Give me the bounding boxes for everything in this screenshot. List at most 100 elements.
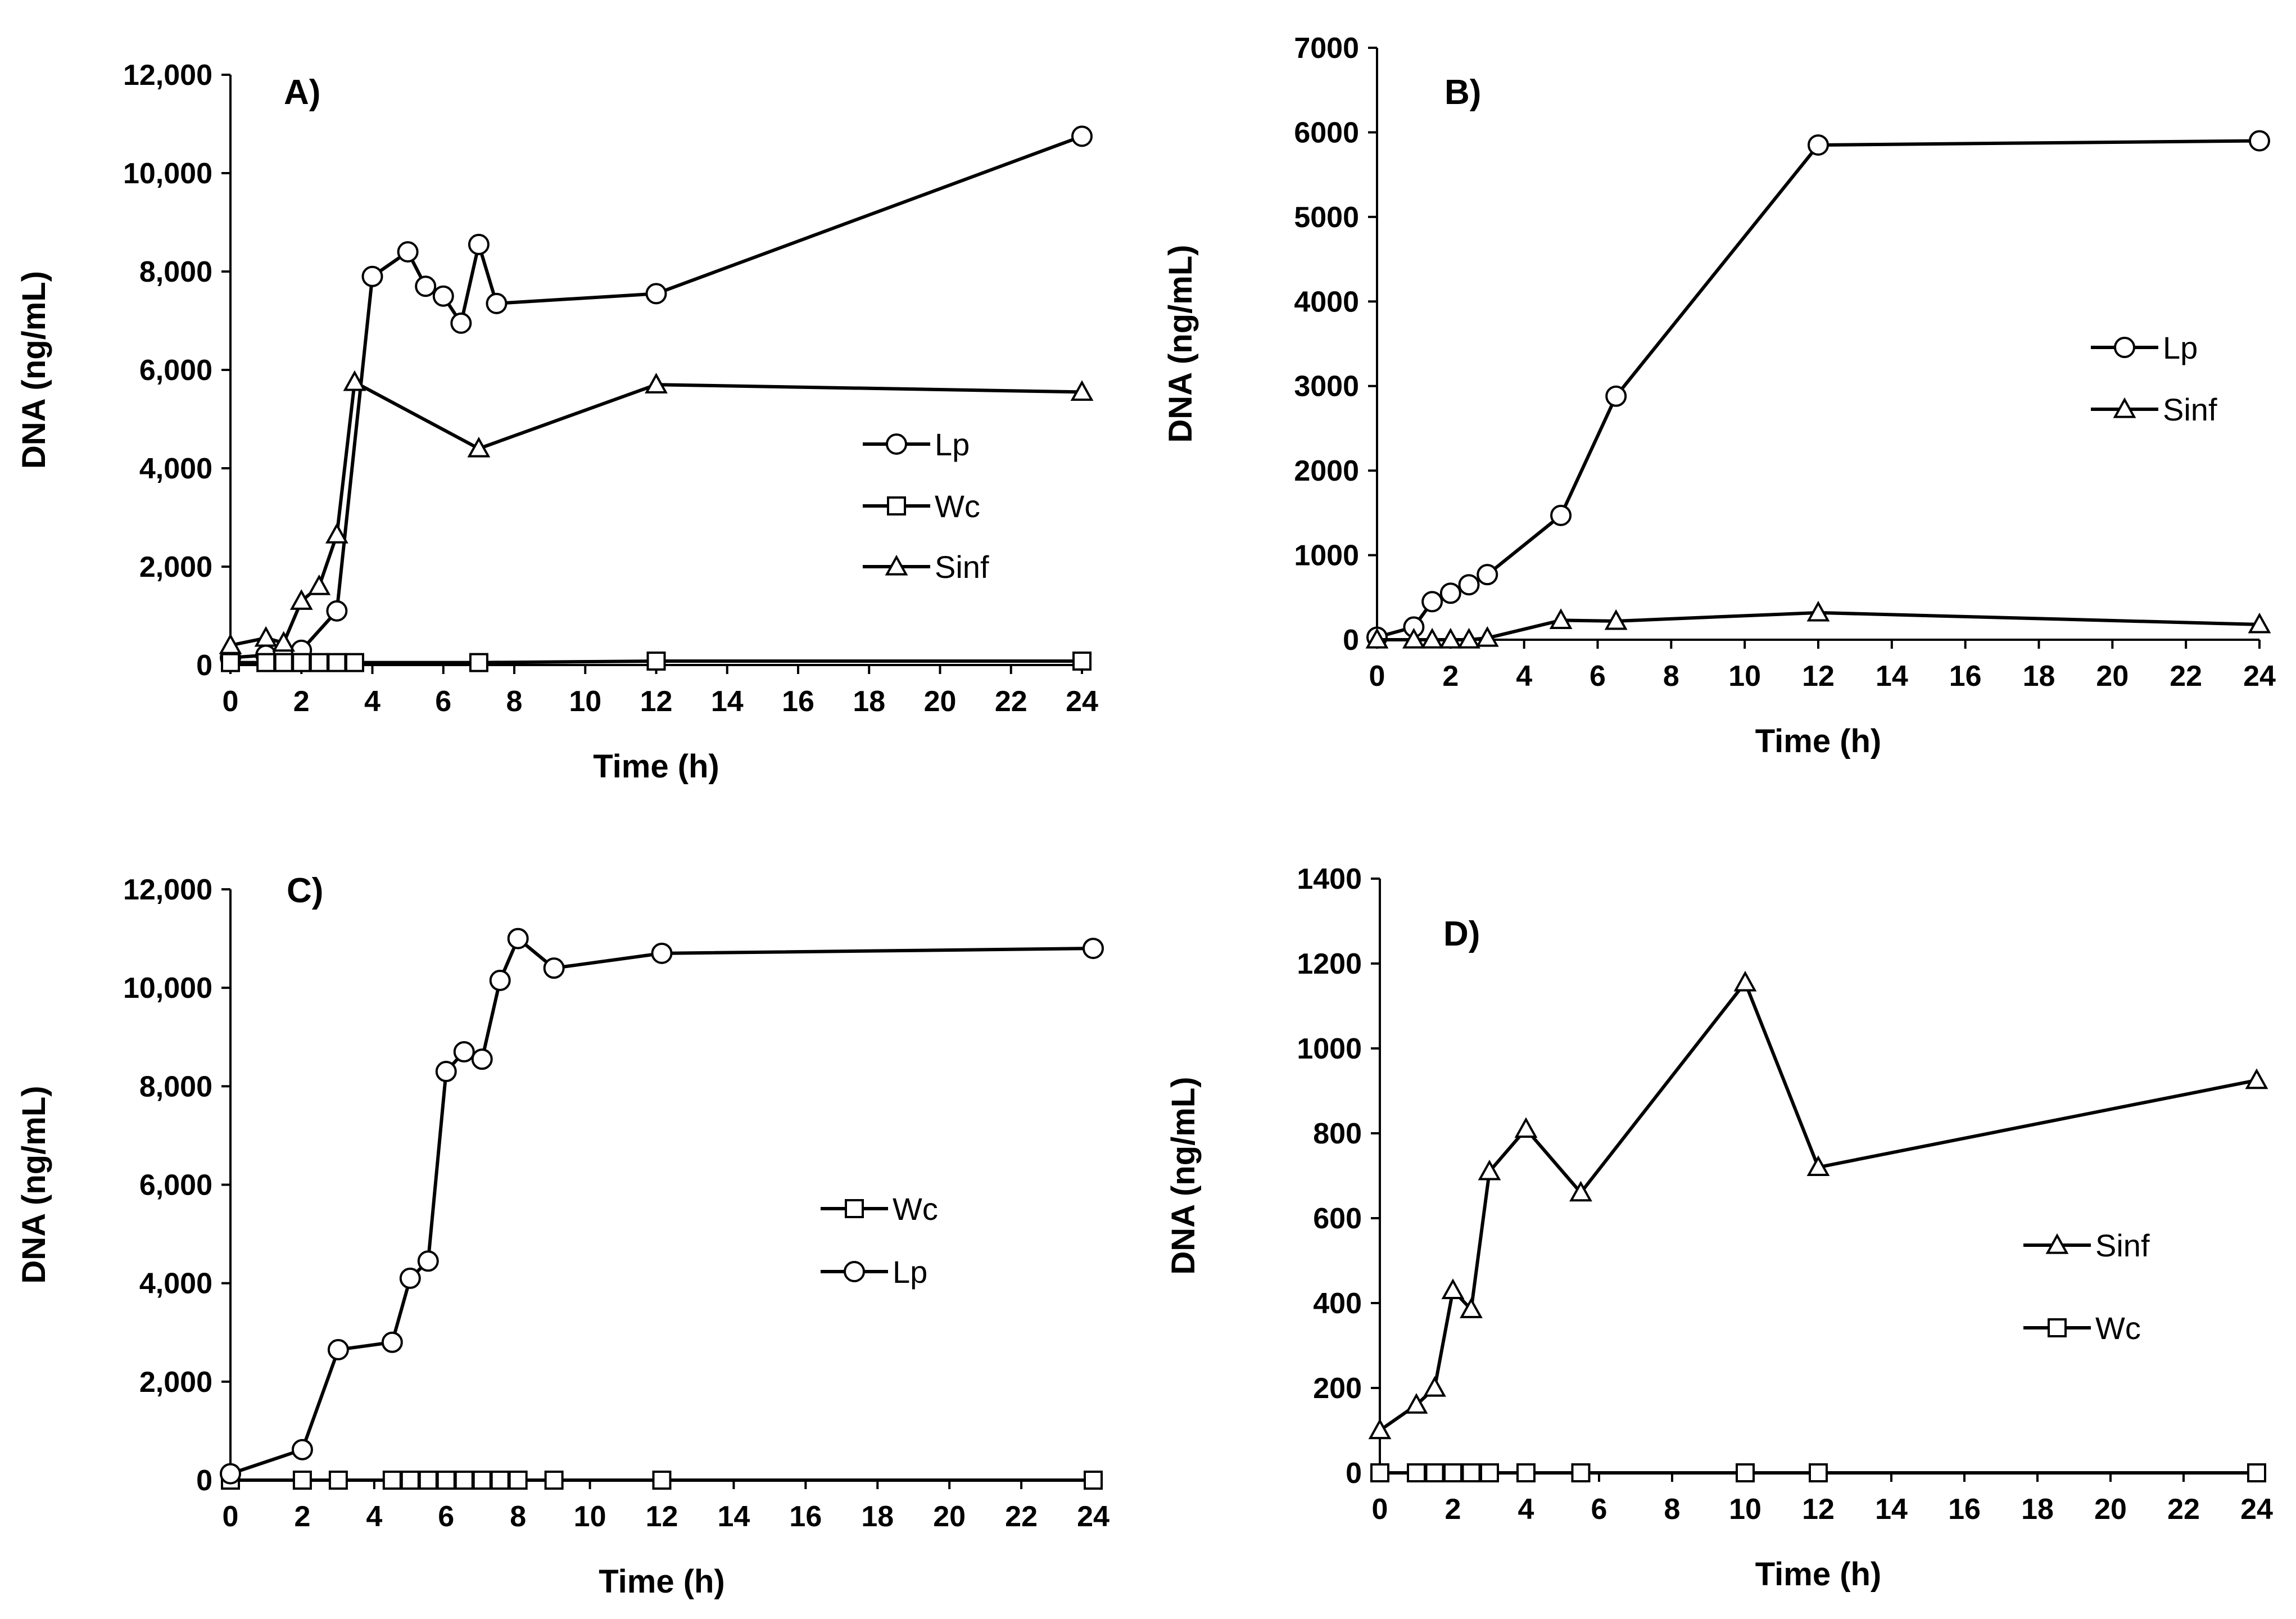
y-tick-label: 800 <box>1313 1118 1362 1150</box>
data-point <box>453 1041 475 1063</box>
panel-label: B) <box>1444 73 1481 112</box>
x-tick-label: 4 <box>366 1500 382 1533</box>
x-tick-label: 8 <box>1663 660 1679 693</box>
x-tick-label: 4 <box>364 685 381 718</box>
data-point <box>1420 627 1444 649</box>
chart-panel-1: 0 2 4 6 8 10 12 14 16 18 20 22 2402,0004,0006,0008,0… <box>16 59 1098 785</box>
data-point <box>1072 652 1092 671</box>
data-point <box>543 957 565 979</box>
x-axis-title: Time (h) <box>593 748 719 785</box>
y-tick-label: 4,000 <box>139 1268 212 1300</box>
data-point <box>1071 125 1093 147</box>
x-tick-label: 14 <box>711 685 744 718</box>
data-point <box>1571 1463 1591 1482</box>
x-tick-label: 16 <box>782 685 814 718</box>
legend-label: Lp <box>2163 330 2198 365</box>
y-axis-title: DNA (ng/mL) <box>16 1086 52 1283</box>
legend-marker <box>844 1261 865 1282</box>
series-line <box>1377 610 2260 641</box>
x-tick-label: 10 <box>1729 1493 1761 1526</box>
data-point <box>220 1463 241 1485</box>
y-tick-label: 6,000 <box>139 354 212 387</box>
data-point <box>544 1471 564 1490</box>
data-point <box>2247 1463 2266 1482</box>
legend-marker <box>2114 337 2135 358</box>
y-tick-label: 1400 <box>1297 863 1362 896</box>
y-axis-title: DNA (ng/mL) <box>1165 1077 1202 1274</box>
x-axis-title: Time (h) <box>1755 1556 1882 1593</box>
chart-panel-4: 0 2 4 6 8 10 12 14 16 18 20 22 240200400600800100012… <box>1165 863 2273 1593</box>
series-line <box>1379 980 2257 1432</box>
data-point <box>1806 1155 1830 1176</box>
y-tick-label: 1000 <box>1297 1033 1362 1065</box>
data-point <box>254 626 278 647</box>
data-point <box>508 1471 528 1490</box>
x-tick-label: 0 <box>223 1500 239 1533</box>
data-point <box>1461 1463 1481 1482</box>
x-tick-label: 24 <box>1077 1500 1109 1533</box>
legend-item: Sinf <box>863 549 989 585</box>
x-tick-label: 14 <box>717 1500 750 1533</box>
data-point <box>361 265 383 287</box>
data-point <box>468 233 490 255</box>
data-point <box>1084 1471 1103 1490</box>
legend-item: Wc <box>821 1191 938 1227</box>
data-point <box>490 1471 510 1490</box>
y-tick-label: 8,000 <box>139 1070 212 1103</box>
data-point <box>418 1471 438 1490</box>
series-line <box>230 380 1083 647</box>
series-line <box>230 937 1094 1476</box>
y-tick-label: 4,000 <box>139 453 212 485</box>
x-axis-title: Time (h) <box>1755 723 1882 759</box>
x-tick-label: 16 <box>1949 660 1982 693</box>
data-point <box>1443 1463 1462 1482</box>
data-point <box>343 370 366 391</box>
x-tick-label: 12 <box>1802 660 1835 693</box>
x-tick-label: 24 <box>1066 685 1098 718</box>
y-tick-label: 1200 <box>1297 948 1362 980</box>
y-tick-label: 10,000 <box>123 972 212 1005</box>
y-tick-label: 10,000 <box>123 157 212 190</box>
panel-label: A) <box>284 73 320 112</box>
y-tick-label: 0 <box>196 649 212 682</box>
data-point <box>1458 574 1480 596</box>
legend-label: Sinf <box>935 549 989 585</box>
x-tick-label: 24 <box>2243 660 2276 693</box>
data-point <box>1808 134 1829 156</box>
y-tick-label: 600 <box>1313 1202 1362 1235</box>
legend-item: Wc <box>863 489 980 524</box>
data-point <box>1365 627 1389 649</box>
data-point <box>1370 1463 1389 1482</box>
data-point <box>1402 627 1425 649</box>
x-tick-label: 22 <box>2167 1493 2200 1526</box>
data-point <box>467 436 491 458</box>
data-point <box>1736 1463 1755 1482</box>
data-point <box>400 1471 420 1490</box>
data-point <box>469 653 488 672</box>
x-tick-label: 22 <box>995 685 1027 718</box>
data-point <box>489 970 511 992</box>
data-point <box>1425 1463 1444 1482</box>
y-tick-label: 8,000 <box>139 256 212 288</box>
x-tick-label: 10 <box>1728 660 1761 693</box>
x-tick-label: 4 <box>1518 1493 1534 1526</box>
x-tick-label: 2 <box>293 685 310 718</box>
x-tick-label: 8 <box>510 1500 526 1533</box>
data-point <box>645 283 667 305</box>
legend: Lp Sinf <box>2091 330 2217 427</box>
x-tick-label: 14 <box>1876 660 1908 693</box>
data-point <box>1516 1463 1536 1482</box>
data-point <box>1569 1181 1592 1202</box>
data-point <box>1439 627 1462 649</box>
data-point <box>507 928 529 949</box>
x-axis-title: Time (h) <box>599 1563 725 1600</box>
y-tick-label: 12,000 <box>123 874 212 906</box>
data-point <box>645 373 668 394</box>
x-tick-label: 0 <box>1372 1493 1388 1526</box>
data-point <box>325 523 348 544</box>
legend-marker <box>2045 1233 2069 1254</box>
x-tick-label: 10 <box>569 685 601 718</box>
data-point <box>221 653 240 672</box>
data-point <box>1368 1418 1392 1440</box>
